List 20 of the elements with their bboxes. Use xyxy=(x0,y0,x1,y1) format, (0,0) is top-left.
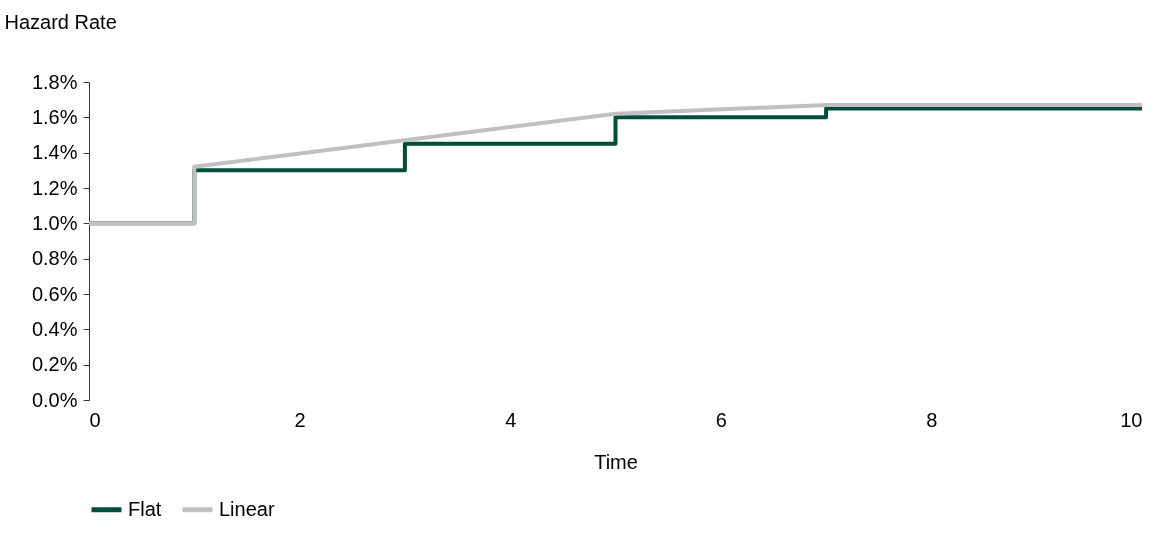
y-tick-label: 1.4% xyxy=(31,141,78,164)
y-tick-label: 1.0% xyxy=(31,211,78,234)
legend-label: Flat xyxy=(128,497,162,520)
x-tick-label: 2 xyxy=(294,408,306,431)
x-tick-label: 6 xyxy=(715,408,727,431)
x-tick-label: 4 xyxy=(505,408,517,431)
y-tick-label: 0.4% xyxy=(31,317,78,340)
y-axis-title: Hazard Rate xyxy=(4,10,117,33)
y-tick-label: 0.8% xyxy=(31,247,78,270)
x-tick-label: 10 xyxy=(1120,408,1143,431)
y-tick-label: 1.8% xyxy=(31,70,78,93)
y-tick-label: 1.2% xyxy=(31,176,78,199)
y-tick-label: 0.6% xyxy=(31,282,78,305)
legend-label: Linear xyxy=(219,497,275,520)
y-tick-label: 1.6% xyxy=(31,105,78,128)
x-axis-title: Time xyxy=(594,450,638,473)
y-tick-label: 0.2% xyxy=(31,353,78,376)
x-tick-label: 0 xyxy=(89,408,101,431)
x-tick-label: 8 xyxy=(926,408,938,431)
y-tick-label: 0.0% xyxy=(31,388,78,411)
